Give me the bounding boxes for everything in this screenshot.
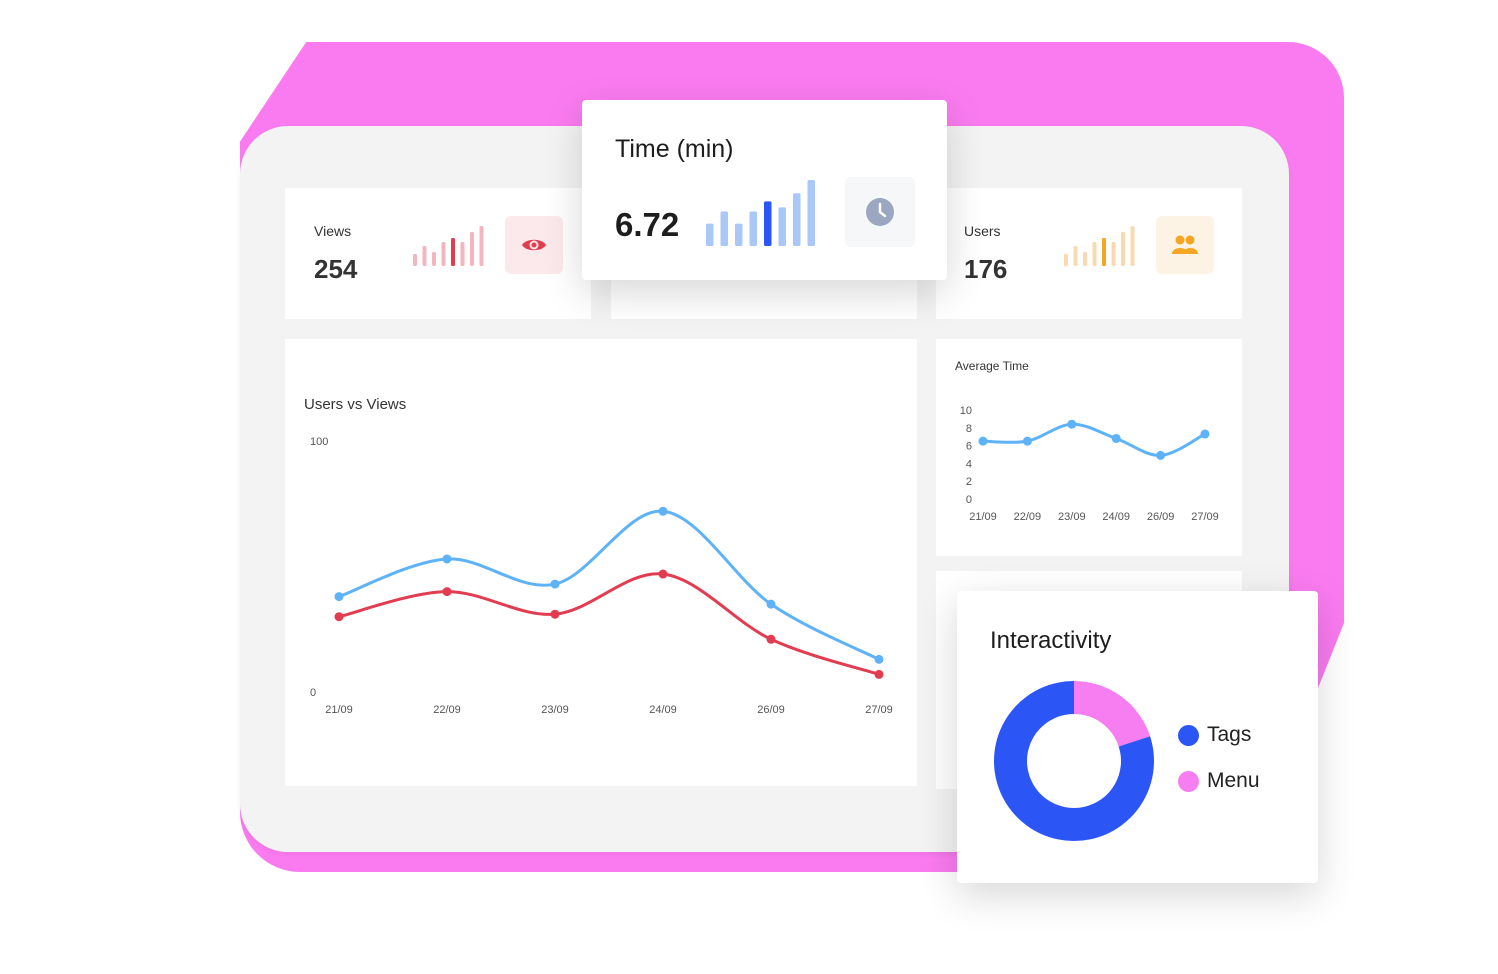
menu-legend-dot	[1178, 771, 1199, 792]
data-point	[550, 579, 560, 589]
sparkline-bar	[1092, 242, 1097, 266]
views-card: Views 254	[285, 188, 591, 319]
sparkline-bar	[451, 238, 455, 266]
time-value: 6.72	[615, 206, 680, 243]
data-point	[550, 609, 560, 619]
x-tick-label: 26/09	[1147, 511, 1175, 523]
y-tick-label: 4	[966, 458, 972, 470]
sparkline-bar	[413, 254, 417, 266]
views-sparkline	[413, 226, 484, 266]
y-tick-label: 10	[960, 405, 972, 417]
y-tick-label: 6	[966, 441, 972, 453]
users-vs-views-title: Users vs Views	[304, 396, 407, 413]
sparkline-bar	[1064, 254, 1068, 266]
series-line	[982, 422, 1206, 457]
interactivity-title: Interactivity	[990, 627, 1112, 654]
average-time-chart: 10 8 6 4 2 0 21/09 22/09 23/09 24/09 26/09 27/09	[960, 405, 1219, 523]
data-point	[874, 654, 884, 664]
time-popup-card: Time (min) 6.72	[582, 100, 947, 280]
data-point	[334, 612, 344, 622]
average-time-title: Average Time	[955, 359, 1029, 373]
data-point	[1022, 436, 1032, 446]
sparkline-bar	[764, 201, 772, 246]
views-icon-box	[505, 216, 563, 274]
x-tick-label: 24/09	[649, 704, 677, 716]
y-tick-label: 2	[966, 476, 972, 488]
data-point	[442, 554, 452, 564]
sparkline-bar	[793, 193, 801, 246]
data-point	[766, 634, 776, 644]
sparkline-bar	[422, 246, 427, 266]
y-tick-label: 0	[966, 494, 972, 506]
sparkline-bar	[460, 242, 465, 266]
data-point	[658, 569, 668, 579]
sparkline-bar	[720, 211, 728, 246]
time-sparkline	[706, 180, 815, 246]
sparkline-bar	[470, 232, 474, 266]
clock-icon	[866, 198, 894, 226]
sparkline-bar	[749, 211, 757, 246]
sparkline-bar	[1083, 252, 1087, 266]
data-point	[1067, 419, 1077, 429]
y-tick-label: 8	[966, 423, 972, 435]
users-vs-views-card: Users vs Views 100 0 21/09 22/09 23/09 24/09 2…	[285, 339, 917, 786]
x-tick-label: 23/09	[1058, 511, 1086, 523]
users-value: 176	[964, 254, 1008, 284]
sparkline-bar	[1102, 238, 1106, 266]
time-icon-box	[845, 177, 915, 247]
views-label: Views	[314, 223, 352, 239]
data-point	[1111, 433, 1121, 443]
series-line	[338, 509, 880, 661]
users-label: Users	[964, 223, 1001, 239]
interactivity-popup-card: Interactivity Tags Menu	[957, 591, 1318, 883]
sparkline-bar	[479, 226, 484, 266]
sparkline-bar	[432, 252, 436, 266]
eye-icon	[522, 239, 546, 251]
sparkline-bar	[1111, 242, 1116, 266]
users-sparkline	[1064, 226, 1135, 266]
y-tick-label: 100	[310, 436, 328, 448]
x-tick-label: 22/09	[1014, 511, 1042, 523]
sparkline-bar	[441, 242, 446, 266]
sparkline-bar	[807, 180, 815, 246]
x-tick-label: 27/09	[1191, 511, 1219, 523]
data-point	[1200, 429, 1210, 439]
sparkline-bar	[1121, 232, 1125, 266]
users-icon	[1172, 235, 1198, 254]
average-time-card: Average Time 10 8 6 4 2 0 21/09 22/09 23/09 24/09…	[936, 339, 1242, 556]
menu-legend-label: Menu	[1207, 769, 1260, 792]
data-point	[442, 587, 452, 597]
x-tick-label: 21/09	[325, 704, 353, 716]
donut-slice-menu	[1074, 681, 1151, 747]
series-line	[338, 572, 880, 676]
tags-legend-label: Tags	[1207, 723, 1252, 746]
sparkline-bar	[1130, 226, 1135, 266]
users-card: Users 176	[936, 188, 1242, 319]
data-point	[658, 506, 668, 516]
x-tick-label: 23/09	[541, 704, 569, 716]
data-point	[874, 669, 884, 679]
sparkline-bar	[1073, 246, 1078, 266]
time-label: Time (min)	[615, 135, 734, 163]
x-tick-label: 24/09	[1102, 511, 1130, 523]
x-tick-label: 27/09	[865, 704, 893, 716]
sparkline-bar	[778, 207, 786, 246]
tags-legend-dot	[1178, 725, 1199, 746]
data-point	[1156, 450, 1166, 460]
x-tick-label: 26/09	[757, 704, 785, 716]
data-point	[766, 599, 776, 609]
views-value: 254	[314, 254, 358, 284]
data-point	[334, 592, 344, 602]
x-tick-label: 22/09	[433, 704, 461, 716]
users-vs-views-chart: 100 0 21/09 22/09 23/09 24/09 26/09 27/09	[310, 436, 893, 716]
sparkline-bar	[735, 223, 743, 246]
y-tick-label: 0	[310, 687, 316, 699]
interactivity-donut	[994, 681, 1154, 841]
donut-slice-tags	[994, 681, 1154, 841]
users-icon-box	[1156, 216, 1214, 274]
data-point	[978, 436, 988, 446]
sparkline-bar	[706, 223, 714, 246]
x-tick-label: 21/09	[969, 511, 997, 523]
